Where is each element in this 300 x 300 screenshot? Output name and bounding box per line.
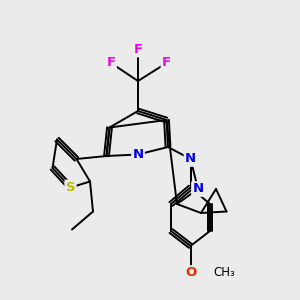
Text: CH₃: CH₃ xyxy=(213,266,235,280)
Text: F: F xyxy=(106,56,116,70)
Text: N: N xyxy=(132,148,144,161)
Text: F: F xyxy=(134,43,142,56)
Text: S: S xyxy=(66,181,75,194)
Text: O: O xyxy=(185,266,196,280)
Text: N: N xyxy=(192,182,204,196)
Text: N: N xyxy=(185,152,196,166)
Text: F: F xyxy=(162,56,171,70)
